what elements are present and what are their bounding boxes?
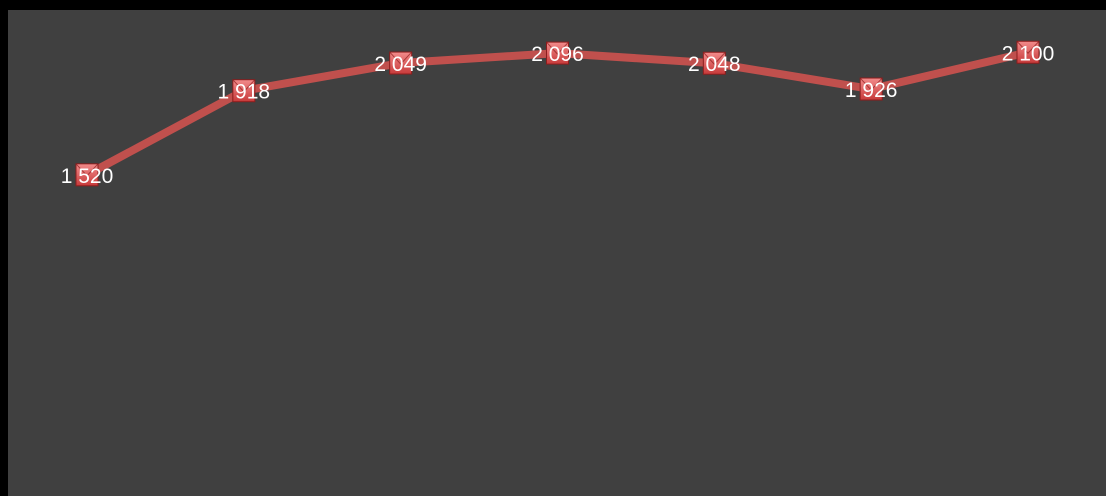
data-point-marker [75,163,99,187]
data-label: 1 520 [61,165,114,188]
data-point-marker [389,51,413,75]
plot-area [8,10,1106,496]
data-point-marker [702,51,726,75]
data-label: 2 049 [374,53,427,76]
data-point-marker [859,77,883,101]
data-point-marker [232,79,256,103]
data-point-marker [546,41,569,65]
data-label: 1 926 [845,79,898,102]
data-label: 2 100 [1002,42,1055,65]
data-point-marker [1016,40,1040,64]
data-label: 2 096 [531,43,584,66]
data-label: 1 918 [218,81,271,104]
data-label: 2 048 [688,53,741,76]
